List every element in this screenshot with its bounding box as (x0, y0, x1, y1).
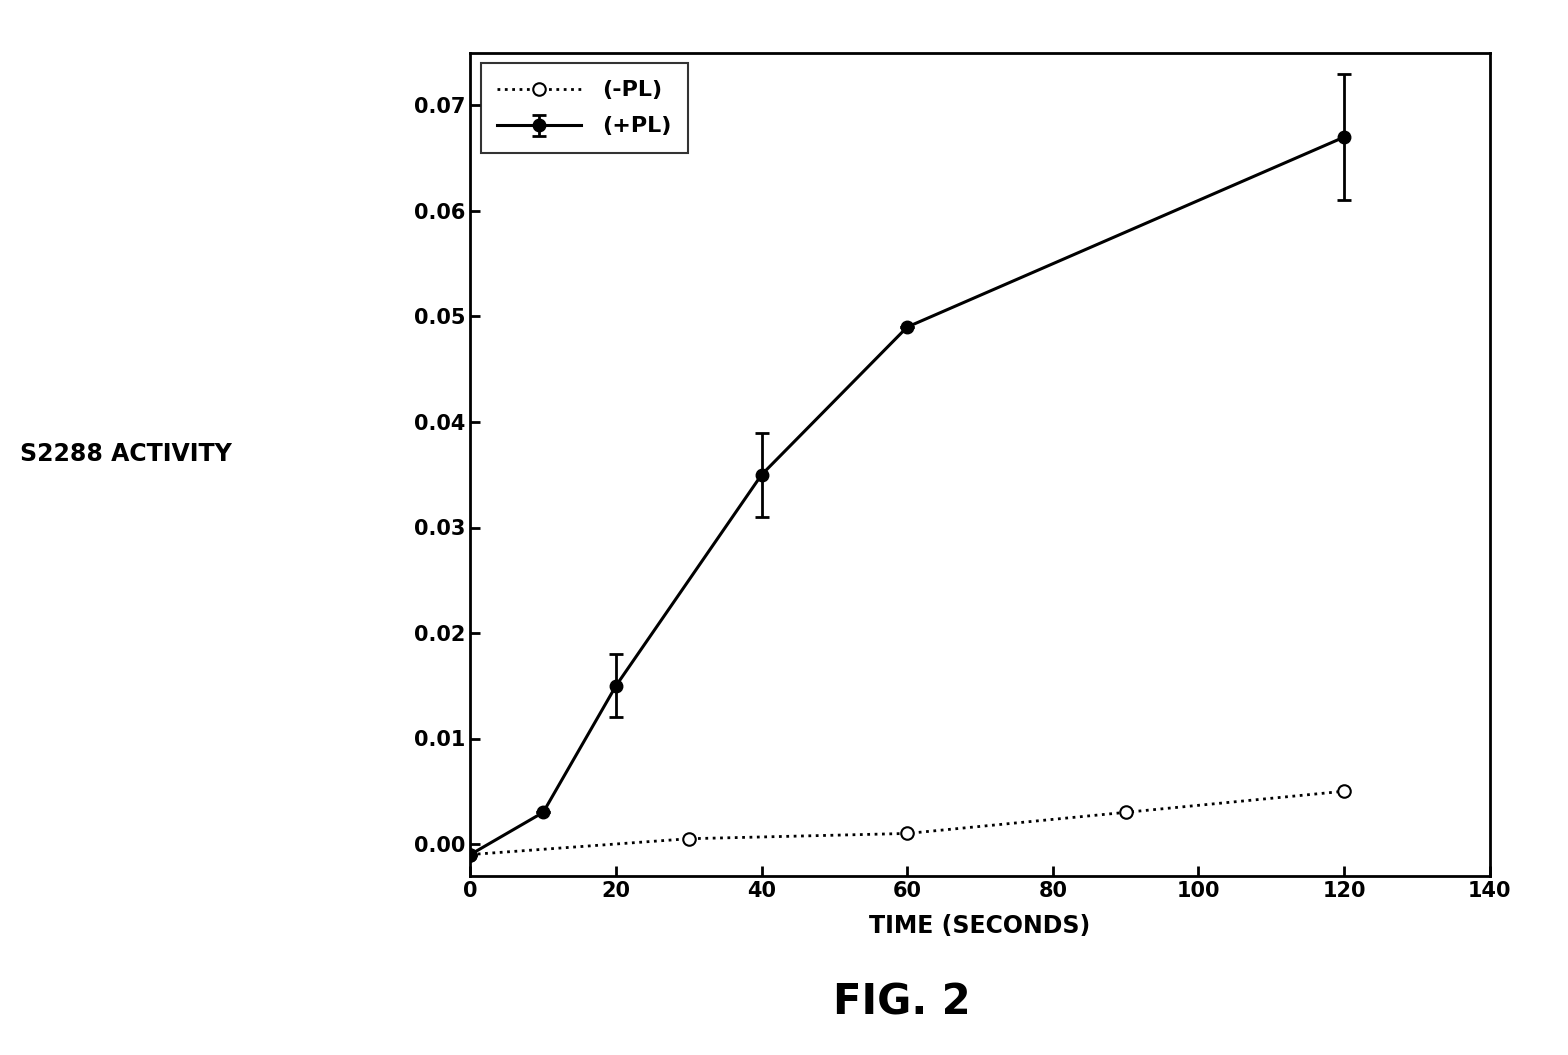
Text: S2288 ACTIVITY: S2288 ACTIVITY (19, 442, 232, 465)
X-axis label: TIME (SECONDS): TIME (SECONDS) (869, 915, 1091, 938)
(-PL) (679, 832, 698, 845)
(-PL) (1116, 806, 1135, 819)
(-PL) (461, 848, 480, 861)
(-PL) (898, 827, 917, 840)
Text: FIG. 2: FIG. 2 (833, 981, 971, 1023)
Line: (-PL): (-PL) (464, 785, 1350, 861)
(-PL) (1334, 785, 1353, 798)
Legend: (-PL), (+PL): (-PL), (+PL) (481, 63, 688, 153)
